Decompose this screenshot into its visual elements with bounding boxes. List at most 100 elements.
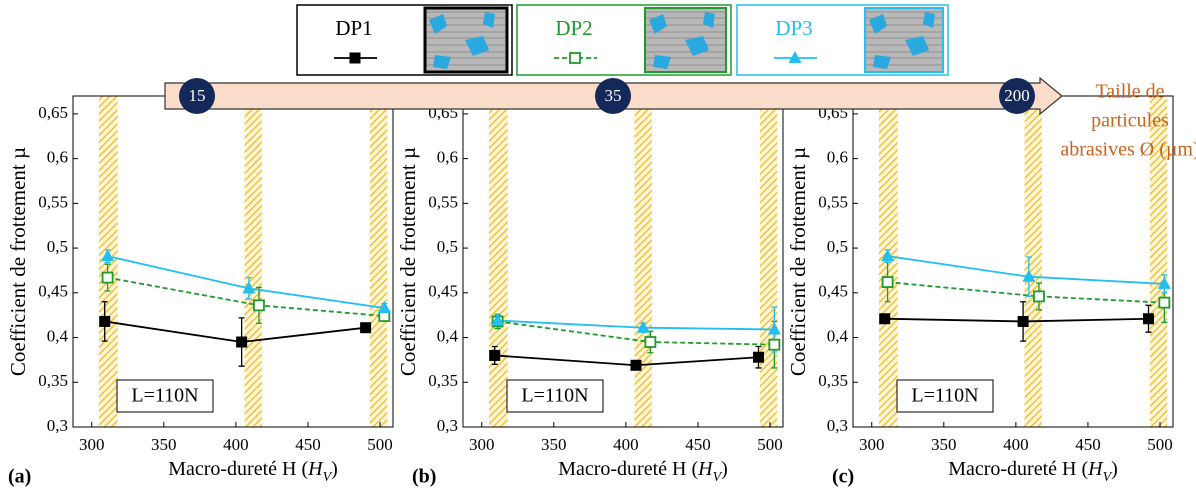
x-tick-label: 400: [223, 435, 249, 454]
marker: [1142, 313, 1154, 325]
y-tick-label: 0,4: [827, 326, 849, 345]
marker: [1017, 315, 1029, 327]
arrow-label: abrasives Ø (µm): [1060, 139, 1196, 161]
x-tick-label: 500: [367, 435, 393, 454]
annotation-box: [506, 379, 604, 413]
plot-area: [73, 96, 393, 427]
plot-area: [853, 96, 1173, 427]
marker: [101, 249, 115, 262]
marker: [242, 281, 256, 294]
y-tick-label: 0,5: [47, 237, 68, 256]
x-axis-label-part: H: [697, 458, 714, 480]
marker: [489, 349, 501, 361]
y-tick-label: 0,45: [428, 282, 458, 301]
marker: [349, 52, 361, 64]
size-label: 200: [1004, 86, 1030, 105]
x-axis-label-part: H: [307, 458, 324, 480]
marker: [236, 336, 248, 348]
y-tick-label: 0,55: [818, 192, 848, 211]
y-tick-label: 0,5: [827, 237, 848, 256]
x-tick-label: 450: [295, 435, 321, 454]
panel-label: (c): [832, 466, 854, 488]
x-tick-label: 500: [757, 435, 783, 454]
marker: [99, 315, 111, 327]
marker: [636, 320, 650, 333]
y-tick-label: 0,35: [38, 371, 68, 390]
x-axis-label: Macro-dureté H (HV): [948, 458, 1118, 485]
x-axis-label: Macro-dureté H (HV): [168, 458, 338, 485]
y-tick-label: 0,3: [437, 416, 458, 435]
y-tick-label: 0,55: [428, 192, 458, 211]
particle-size-arrow: 15 35 200 Taille de particules abrasives Ø (µ…: [164, 76, 1196, 161]
marker: [767, 322, 781, 335]
microstructure-phase: [869, 12, 935, 69]
y-tick-label: 0,3: [47, 416, 68, 435]
annotation-box: [116, 379, 214, 413]
x-tick-label: 300: [859, 435, 885, 454]
annotation-box: [896, 379, 994, 413]
x-tick-label: 400: [613, 435, 639, 454]
panel-label: (b): [412, 466, 436, 488]
marker: [630, 359, 642, 371]
y-tick-label: 0,3: [827, 416, 848, 435]
marker: [1033, 290, 1045, 303]
marker: [1157, 276, 1171, 289]
legend-label: DP1: [335, 16, 372, 40]
y-tick-label: 0,65: [38, 103, 68, 122]
x-tick-label: 450: [1075, 435, 1101, 454]
y-axis-label: Coefficient de frottement µ: [786, 147, 810, 376]
highlight-band: [488, 96, 508, 427]
size-badge: [179, 78, 215, 114]
highlight-band: [98, 96, 118, 427]
x-axis-label: Macro-dureté H (HV): [558, 458, 728, 485]
marker: [491, 313, 505, 326]
highlight-band: [878, 96, 898, 427]
marker: [569, 52, 581, 64]
marker: [879, 313, 891, 325]
marker: [881, 249, 895, 262]
marker: [360, 322, 372, 334]
y-tick-label: 0,6: [437, 148, 458, 167]
y-tick-label: 0,55: [38, 192, 68, 211]
marker: [1158, 296, 1171, 309]
marker: [253, 299, 265, 312]
highlight-band: [244, 96, 262, 427]
legend-label: DP3: [775, 16, 812, 40]
y-tick-label: 0,35: [428, 371, 458, 390]
marker: [788, 51, 802, 63]
x-axis-label-part: V: [323, 470, 333, 485]
x-axis-label-part: Macro-dureté H (: [948, 458, 1088, 480]
marker: [881, 276, 894, 288]
marker: [101, 271, 114, 284]
y-tick-label: 0,5: [437, 237, 458, 256]
marker: [1022, 269, 1036, 282]
x-axis-label-part: V: [1103, 470, 1113, 485]
x-tick-label: 400: [1003, 435, 1029, 454]
annotation: L=110N: [131, 385, 198, 407]
microstructure-phase: [429, 12, 495, 69]
size-badge: [595, 78, 631, 114]
x-tick-label: 350: [931, 435, 957, 454]
highlight-band: [1024, 96, 1042, 427]
panel: 0,3 0,35 0,4 0,45 0,5 0,55 0,6 0,65 300 350 400 450…: [6, 95, 394, 488]
size-label: 35: [605, 86, 622, 105]
plot-area: [463, 96, 783, 427]
annotation: L=110N: [521, 385, 588, 407]
size-label: 15: [189, 86, 206, 105]
annotation: L=110N: [911, 385, 978, 407]
y-tick-label: 0,35: [818, 371, 848, 390]
x-tick-label: 300: [469, 435, 495, 454]
y-axis-label: Coefficient de frottement µ: [396, 147, 420, 376]
highlight-band: [759, 96, 778, 427]
marker: [377, 301, 391, 314]
x-tick-label: 350: [541, 435, 567, 454]
y-tick-label: 0,4: [47, 326, 69, 345]
marker: [644, 336, 657, 348]
x-tick-label: 450: [685, 435, 711, 454]
size-badge: [999, 78, 1035, 114]
y-tick-label: 0,4: [437, 326, 459, 345]
arrow-label: particules: [1091, 110, 1169, 132]
x-axis-label-part: Macro-dureté H (: [168, 458, 308, 480]
y-tick-label: 0,6: [827, 148, 848, 167]
